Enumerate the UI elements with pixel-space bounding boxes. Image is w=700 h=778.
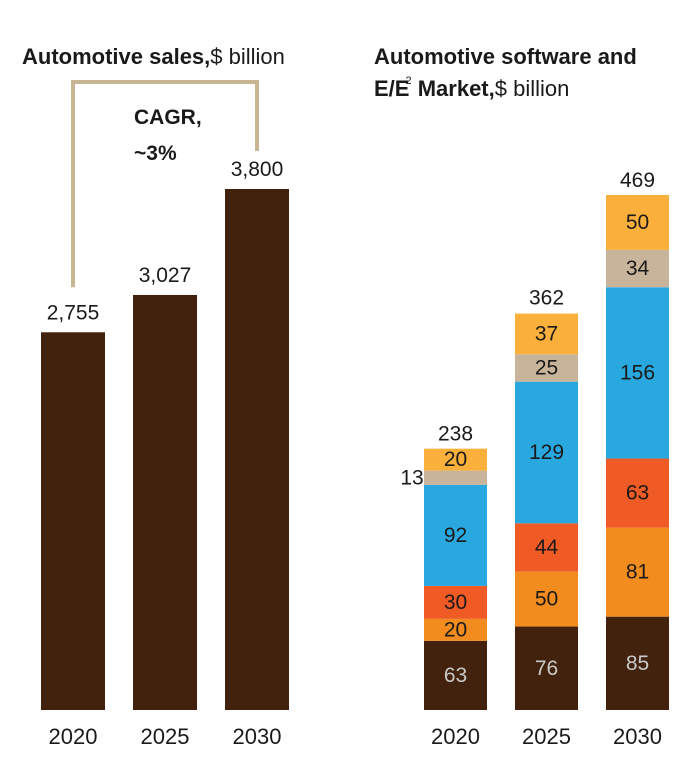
software-segment-label: 25 (535, 356, 558, 379)
software-total-label: 238 (438, 423, 473, 446)
sales-bar-2025 (133, 294, 197, 710)
software-total-label: 469 (620, 169, 655, 192)
software-segment-label: 85 (626, 652, 649, 675)
software-chart-title-line2: E/E2 Market,$ billion (374, 75, 570, 101)
software-bar-2020-segment-3 (424, 585, 487, 619)
software-bar-2025-segment-5 (515, 354, 578, 382)
sales-tick-label: 2020 (49, 724, 98, 749)
software-segment-label: 81 (626, 561, 649, 584)
software-segment-label: 34 (626, 257, 650, 280)
software-total-label: 362 (529, 286, 564, 309)
software-segment-label: 44 (535, 536, 559, 559)
cagr-value: ~3% (134, 142, 177, 165)
software-segment-label: 76 (535, 657, 558, 680)
software-segment-label: 156 (620, 361, 655, 384)
software-bar-2030-segment-3 (606, 458, 669, 528)
software-segment-label-outside: 13 (400, 466, 423, 489)
cagr-annotation: CAGR, ~3% (134, 100, 202, 172)
software-bar-2030-segment-5 (606, 249, 669, 288)
sales-value-label: 3,800 (231, 158, 284, 181)
software-bar-2030-segment-1 (606, 616, 669, 710)
software-segment-label: 129 (529, 441, 564, 464)
software-chart-title-line1: Automotive software and (374, 44, 637, 69)
software-bar-2020-segment-5 (424, 470, 487, 485)
software-bar-2025-segment-2 (515, 571, 578, 627)
software-bar-2030-segment-4 (606, 287, 669, 459)
software-bar-2025-segment-6 (515, 313, 578, 355)
software-segment-label: 30 (444, 591, 467, 614)
software-tick-label: 2025 (522, 724, 571, 749)
software-segment-label: 92 (444, 524, 467, 547)
software-tick-label: 2030 (613, 724, 662, 749)
software-bar-2020-segment-2 (424, 618, 487, 641)
software-bar-2030-segment-6 (606, 195, 669, 250)
software-segment-label: 20 (444, 618, 467, 641)
software-bar-2020-segment-6 (424, 448, 487, 471)
sales-value-label: 3,027 (139, 264, 192, 287)
software-bar-2030-segment-2 (606, 527, 669, 617)
sales-bar-2030 (225, 189, 289, 710)
software-bar-2025-segment-3 (515, 523, 578, 572)
sales-bar-2020 (41, 332, 105, 710)
software-segment-label: 50 (626, 211, 649, 234)
sales-value-label: 2,755 (47, 301, 100, 324)
software-bar-2025-segment-1 (515, 626, 578, 710)
sales-chart-title: Automotive sales,$ billion (22, 44, 285, 69)
software-bar-2020-segment-4 (424, 484, 487, 586)
software-segment-label: 63 (444, 664, 467, 687)
cagr-bracket (71, 80, 259, 288)
software-bar-2020-segment-1 (424, 640, 487, 710)
software-bar-2025-segment-4 (515, 381, 578, 524)
cagr-label: CAGR, (134, 106, 202, 129)
sales-tick-label: 2030 (233, 724, 282, 749)
sales-tick-label: 2025 (141, 724, 190, 749)
software-segment-label: 37 (535, 322, 558, 345)
software-tick-label: 2020 (431, 724, 480, 749)
software-segment-label: 50 (535, 588, 558, 611)
software-segment-label: 63 (626, 482, 649, 505)
software-segment-label: 20 (444, 448, 467, 471)
